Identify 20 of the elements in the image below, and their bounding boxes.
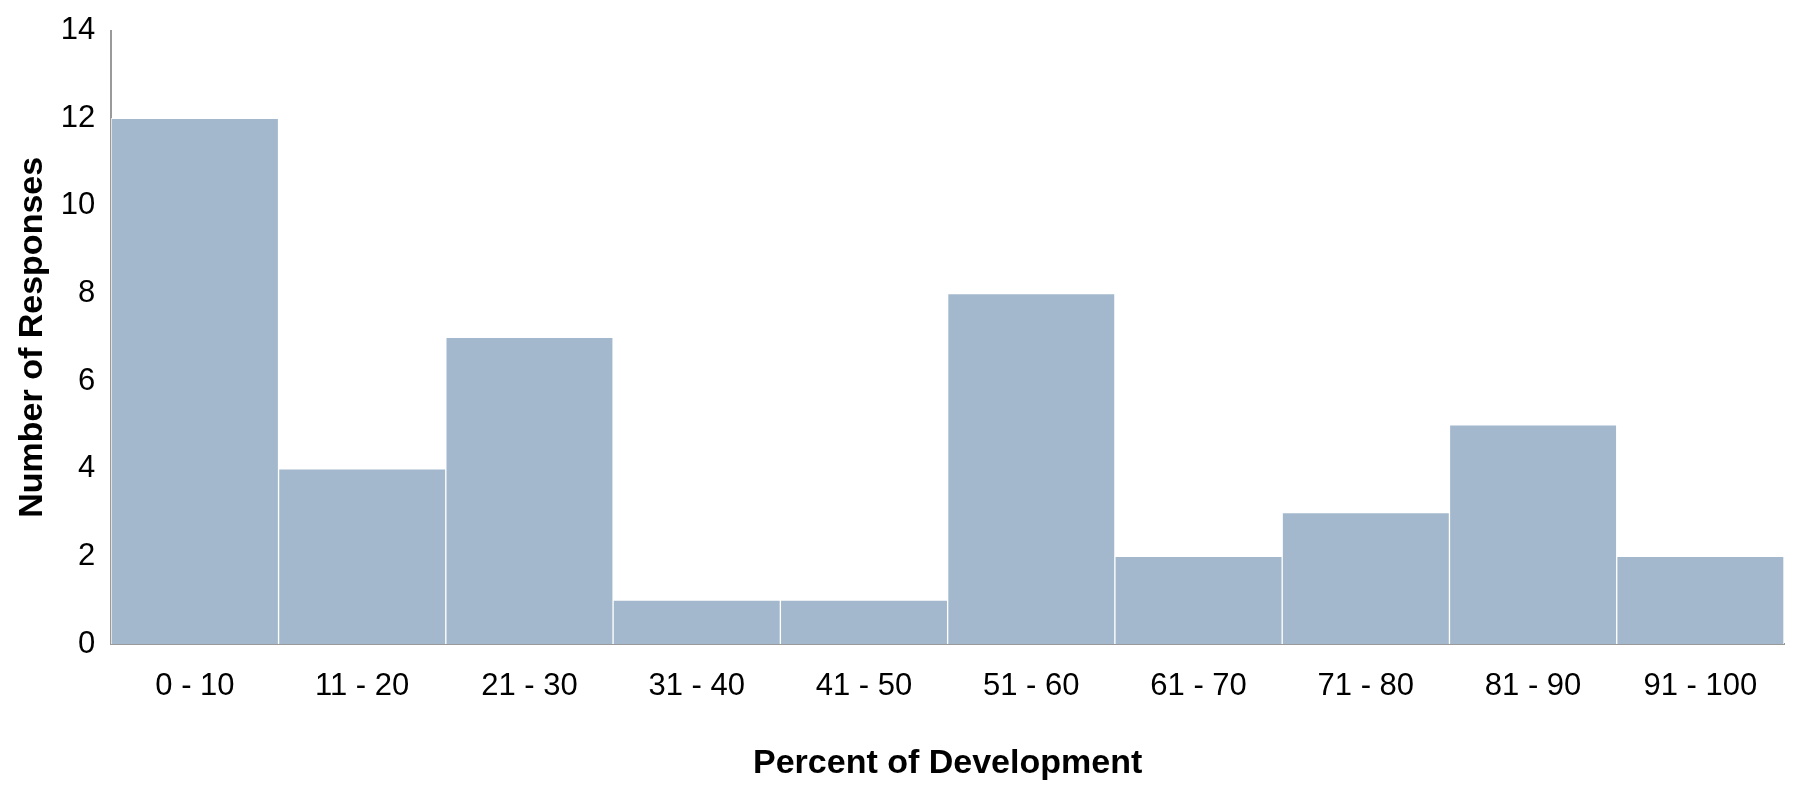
- x-tick-label: 11 - 20: [315, 667, 410, 703]
- x-tick-label: 51 - 60: [983, 667, 1080, 703]
- y-tick-label: 10: [60, 186, 96, 222]
- y-tick-label: 8: [78, 274, 96, 310]
- x-tick-label: 91 - 100: [1643, 667, 1758, 703]
- x-tick-label: 0 - 10: [155, 667, 235, 703]
- y-tick-label: 4: [78, 449, 96, 485]
- y-tick-label: 6: [78, 361, 96, 397]
- x-tick-label: 81 - 90: [1484, 667, 1582, 703]
- y-axis-title: Number of Responses: [10, 156, 49, 518]
- x-tick-label: 21 - 30: [481, 667, 578, 703]
- y-tick-label: 0: [78, 624, 96, 660]
- x-tick-label: 61 - 70: [1150, 667, 1247, 703]
- x-tick-label: 41 - 50: [815, 667, 913, 703]
- y-tick-label: 14: [60, 11, 96, 47]
- x-tick-label: 31 - 40: [648, 667, 745, 703]
- y-tick-label: 12: [60, 98, 96, 134]
- x-tick-label: 71 - 80: [1317, 667, 1415, 703]
- x-axis-title: Percent of Development: [753, 741, 1143, 780]
- y-tick-label: 2: [78, 536, 96, 572]
